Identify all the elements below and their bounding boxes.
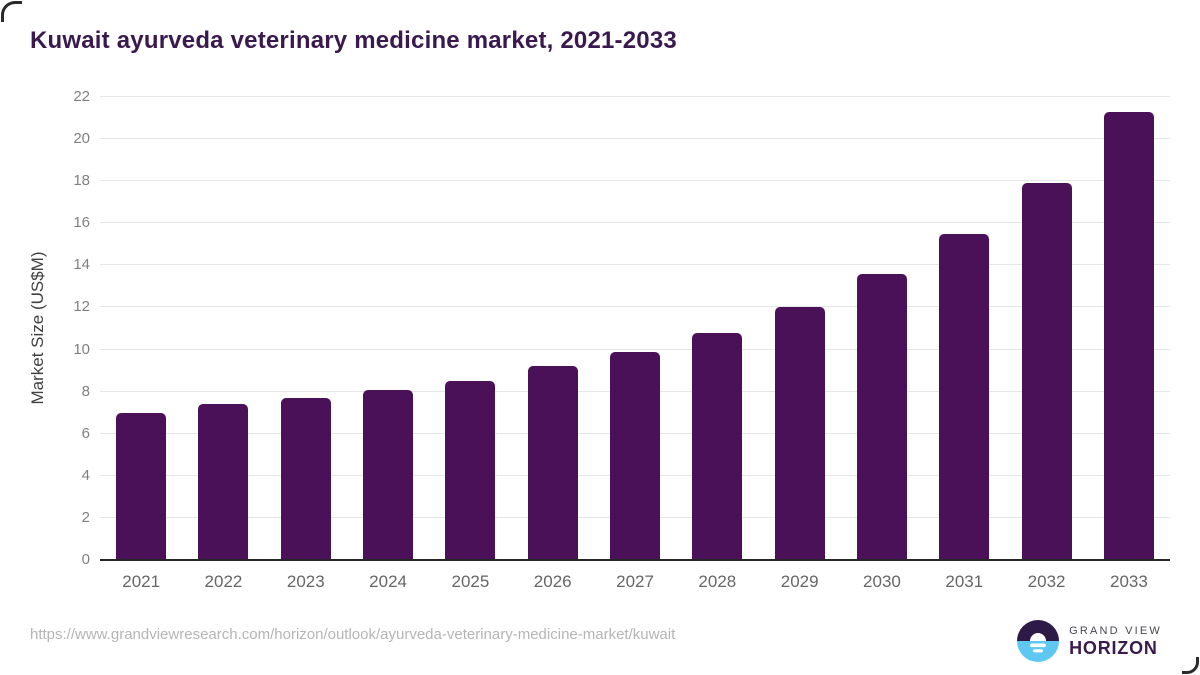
bar-2025[interactable]	[445, 381, 496, 560]
bar-slot	[512, 97, 594, 560]
x-tick-label-2028: 2028	[698, 572, 737, 591]
x-tick-label-2032: 2032	[1027, 572, 1066, 591]
bar-slot	[182, 97, 264, 560]
x-tick-label-2029: 2029	[780, 572, 819, 591]
bar-2033[interactable]	[1103, 111, 1154, 560]
gridline-20	[100, 138, 1170, 140]
bar-slot	[841, 97, 923, 560]
bars-row	[100, 97, 1170, 560]
gridline-14	[100, 264, 1170, 266]
y-tick-label-10: 10	[73, 340, 90, 358]
bar-slot	[1005, 97, 1087, 560]
plot-area: 0 2 4 6 8 10 12 14 16 18 20 22	[73, 89, 1170, 568]
gridline-10	[100, 348, 1170, 350]
gridline-16	[100, 222, 1170, 224]
x-axis-line	[100, 559, 1170, 561]
bar-slot	[100, 97, 182, 560]
x-tick-label-2033: 2033	[1109, 572, 1148, 591]
gridline-12	[100, 306, 1170, 308]
x-tick-label-2022: 2022	[204, 572, 243, 591]
bar-2026[interactable]	[527, 366, 578, 560]
y-tick-label-14: 14	[73, 256, 90, 274]
bar-2027[interactable]	[610, 351, 661, 560]
x-tick-label-2030: 2030	[863, 572, 901, 591]
y-axis-title: Market Size (US$M)	[28, 251, 47, 405]
x-tick-label-2027: 2027	[616, 572, 654, 591]
source-url: https://www.grandviewresearch.com/horizo…	[30, 626, 676, 643]
bar-slot	[1088, 97, 1170, 560]
y-tick-label-12: 12	[73, 298, 90, 316]
x-tick-label-2021: 2021	[122, 572, 161, 591]
bar-slot	[923, 97, 1005, 560]
horizon-sun-logo-icon	[1017, 620, 1060, 662]
bar-2022[interactable]	[198, 404, 249, 560]
y-tick-label-22: 22	[73, 88, 90, 105]
grand-view-horizon-logo: GRAND VIEW HORIZON	[1017, 620, 1162, 662]
logo-brand-bottom: HORIZON	[1069, 638, 1158, 658]
window-corner-top-left	[1, 1, 22, 22]
x-tick-label-2024: 2024	[369, 572, 407, 591]
bar-2024[interactable]	[363, 389, 414, 560]
x-axis-labels: 2021 2022 2023 2024 2025 2026 2027 2028 2029 2030…	[100, 572, 1170, 592]
window-corner-bottom-right	[1182, 657, 1199, 674]
bar-2031[interactable]	[939, 233, 990, 560]
y-tick-label-20: 20	[73, 130, 90, 148]
bar-slot	[429, 97, 511, 560]
y-tick-label-0: 0	[81, 551, 90, 568]
y-tick-label-6: 6	[81, 424, 90, 442]
x-tick-label-2031: 2031	[945, 572, 984, 591]
x-tick-label-2025: 2025	[451, 572, 490, 591]
bar-2030[interactable]	[856, 273, 907, 560]
bar-2028[interactable]	[692, 332, 743, 560]
chart-title: Kuwait ayurveda veterinary medicine mark…	[30, 27, 677, 54]
bar-2021[interactable]	[116, 412, 167, 560]
y-tick-label-8: 8	[81, 382, 90, 400]
bar-slot	[759, 97, 841, 560]
x-tick-label-2026: 2026	[533, 572, 572, 591]
y-tick-label-16: 16	[73, 214, 90, 232]
y-tick-label-18: 18	[73, 172, 90, 190]
y-tick-label-2: 2	[81, 508, 90, 526]
bar-slot	[265, 97, 347, 560]
logo-brand-top: GRAND VIEW	[1069, 625, 1162, 637]
bar-2029[interactable]	[774, 307, 825, 560]
bar-slot	[594, 97, 676, 560]
x-tick-label-2023: 2023	[286, 572, 325, 591]
bar-2032[interactable]	[1021, 183, 1072, 560]
y-tick-label-4: 4	[81, 466, 90, 484]
bar-slot	[676, 97, 758, 560]
gridline-18	[100, 180, 1170, 182]
bar-slot	[347, 97, 429, 560]
gridline-22	[100, 96, 1170, 97]
bar-2023[interactable]	[280, 397, 331, 560]
